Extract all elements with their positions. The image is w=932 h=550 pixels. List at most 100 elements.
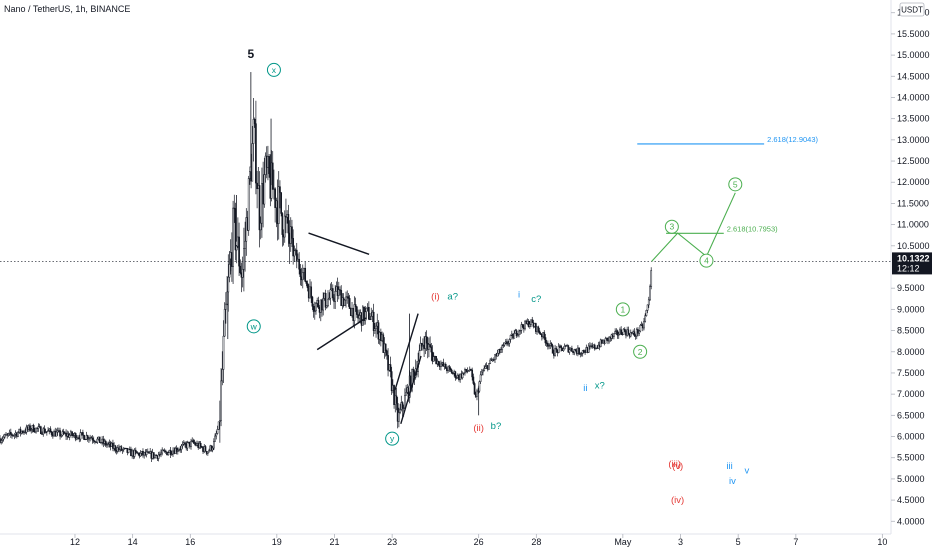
candle-body (386, 350, 388, 356)
wave-label: (i) (431, 292, 439, 303)
candle-body (444, 363, 447, 369)
candle-body (496, 352, 499, 357)
wave-label: 4 (704, 256, 709, 266)
candle-body (447, 366, 449, 372)
candle-body (3, 434, 6, 438)
candle-body (583, 350, 585, 353)
currency-label-box[interactable]: USDT (899, 2, 925, 17)
candle-body (161, 449, 164, 454)
candle-body (291, 226, 293, 239)
candle-body (258, 185, 261, 231)
candle-body (160, 452, 162, 455)
candle-body (509, 335, 512, 340)
candle-body (271, 162, 274, 190)
candle-body (476, 390, 478, 397)
candle-body (647, 299, 650, 306)
candle-body (432, 356, 435, 362)
chart-title: Nano / TetherUS, 1h, BINANCE (4, 4, 130, 14)
x-tick-label: 14 (128, 537, 138, 547)
wave-label: (iv) (671, 495, 684, 506)
candle-body (555, 348, 558, 350)
candle-body (56, 430, 59, 433)
candle-body (82, 432, 84, 436)
wave-label-circle (728, 177, 743, 192)
candle-body (328, 297, 331, 300)
x-tick-label: 5 (736, 537, 741, 547)
candle-body (484, 366, 487, 369)
candle-body (251, 143, 254, 182)
candle-body (39, 426, 42, 435)
candle-body (644, 315, 647, 322)
wave-label: iv (729, 476, 736, 487)
candle-body (208, 450, 210, 453)
candle-body (204, 446, 207, 452)
candle-body (547, 342, 549, 347)
candle-body (55, 431, 58, 437)
candle-body (629, 332, 632, 337)
candle-body (107, 443, 109, 445)
y-tick-label: 15.5000 (897, 29, 930, 39)
candle-body (94, 440, 96, 443)
candle-body (364, 311, 367, 322)
wave-label-circle (266, 62, 281, 77)
candle-body (518, 330, 520, 335)
candle-body (419, 343, 422, 352)
candle-body (387, 355, 389, 371)
candle-body (462, 372, 465, 374)
candle-body (2, 436, 5, 440)
candle-body (429, 344, 431, 348)
fib-level-label: 2.618(12.9043) (767, 135, 818, 144)
candle-body (560, 345, 562, 349)
candle-body (402, 407, 405, 409)
wave-label-circle (664, 219, 679, 234)
candle-body (0, 440, 3, 443)
candle-body (247, 178, 250, 231)
candle-body (280, 192, 282, 214)
candle-body (313, 310, 316, 312)
candle-body (587, 345, 590, 353)
wave-label-circle (699, 253, 714, 268)
candle-body (650, 270, 653, 287)
candle-body (46, 431, 48, 433)
candle-body (220, 380, 222, 421)
candle-body (17, 432, 19, 437)
candle-body (348, 298, 351, 309)
candle-body (200, 446, 203, 448)
wave-label: (iii) (668, 459, 681, 470)
candle-body (354, 304, 357, 307)
wave-label-circle (633, 344, 648, 359)
x-tick-label: 3 (678, 537, 683, 547)
candle-body (287, 214, 290, 234)
candle-body (620, 329, 623, 334)
candle-body (527, 321, 530, 327)
candle-body (43, 428, 46, 434)
candle-body (239, 265, 242, 273)
candle-body (13, 434, 16, 436)
candle-body (633, 331, 636, 336)
candle-body (6, 434, 9, 436)
candle-body (412, 369, 415, 372)
candle-body (492, 359, 495, 361)
time-axis[interactable]: 12 14 16 19 21 23 26 28 May 3 5 7 10 (70, 534, 887, 547)
wave-label: x? (595, 381, 605, 392)
candle-body (170, 453, 173, 455)
candle-body (488, 363, 490, 370)
candle-body (435, 356, 437, 365)
candle-body (617, 334, 620, 336)
candle-body (312, 306, 315, 312)
candle-body (331, 288, 334, 299)
candle-body (627, 329, 630, 335)
candle-body (539, 333, 542, 335)
wave-label-circle (385, 431, 400, 446)
candle-body (448, 366, 451, 369)
price-axis[interactable]: 16.000015.500015.000014.500014.000013.50… (891, 8, 930, 527)
y-tick-label: 8.5000 (897, 326, 925, 336)
y-tick-label: 9.0000 (897, 304, 925, 314)
candle-body (74, 433, 77, 440)
candle-body (390, 371, 393, 392)
drawings: 2.618(12.9043) 2.618(10.7953) (0, 135, 891, 425)
candle-body (176, 450, 179, 452)
candle-body (347, 296, 350, 299)
